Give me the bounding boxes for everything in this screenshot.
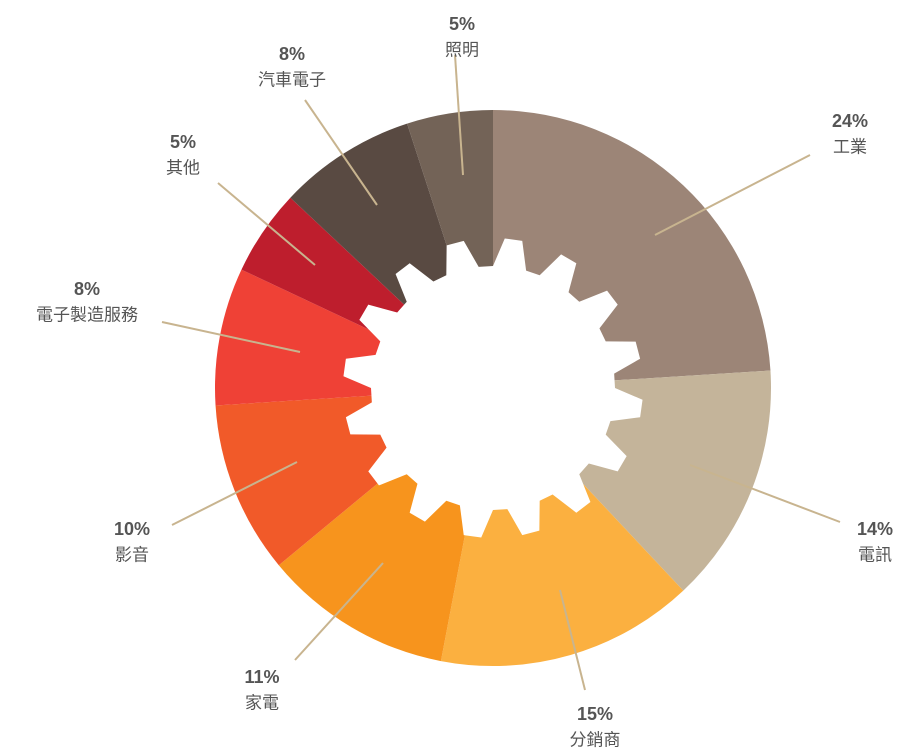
leader-line [654,154,811,236]
slice-category-label: 工業 [833,137,867,156]
leader-line [161,321,301,353]
slice-value-label: 8% [279,44,305,64]
leader-line [294,562,384,661]
leader-line [454,54,464,176]
slice-category-label: 汽車電子 [258,70,326,89]
slice-category-label: 家電 [245,693,279,712]
slice-category-label: 電訊 [858,545,892,564]
leader-line [171,461,298,526]
gear-hole [343,238,643,538]
slice-value-label: 10% [114,519,150,539]
slice-value-label: 8% [74,279,100,299]
slice-value-label: 24% [832,111,868,131]
leader-line [217,182,316,266]
slice-value-label: 5% [449,14,475,34]
slice-category-label: 影音 [115,545,149,564]
leader-line [559,589,586,691]
slice-category-label: 照明 [445,40,479,59]
slice-category-label: 分銷商 [570,730,621,749]
slice-category-label: 其他 [166,158,200,177]
slice-value-label: 15% [577,704,613,724]
leader-line [689,464,841,523]
leader-line [304,99,378,206]
slice-value-label: 5% [170,132,196,152]
slice-value-label: 14% [857,519,893,539]
slice-value-label: 11% [244,667,279,687]
slice-category-label: 電子製造服務 [36,305,138,324]
